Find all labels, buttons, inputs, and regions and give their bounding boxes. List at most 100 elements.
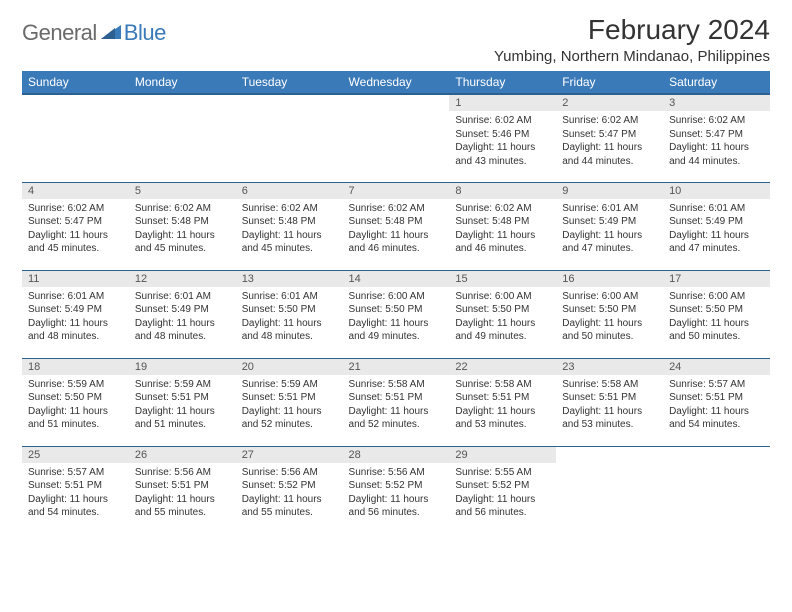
day-number: 25 bbox=[22, 447, 129, 463]
day-details: Sunrise: 6:02 AMSunset: 5:47 PMDaylight:… bbox=[22, 199, 129, 260]
calendar-empty-cell bbox=[556, 446, 663, 534]
column-header: Tuesday bbox=[236, 71, 343, 94]
logo-text-general: General bbox=[22, 20, 97, 46]
calendar-day-cell: 4Sunrise: 6:02 AMSunset: 5:47 PMDaylight… bbox=[22, 182, 129, 270]
day-number: 10 bbox=[663, 183, 770, 199]
column-header: Sunday bbox=[22, 71, 129, 94]
day-number: 20 bbox=[236, 359, 343, 375]
day-number: 17 bbox=[663, 271, 770, 287]
day-details: Sunrise: 6:01 AMSunset: 5:49 PMDaylight:… bbox=[663, 199, 770, 260]
day-number: 2 bbox=[556, 95, 663, 111]
day-details: Sunrise: 6:00 AMSunset: 5:50 PMDaylight:… bbox=[343, 287, 450, 348]
calendar-day-cell: 25Sunrise: 5:57 AMSunset: 5:51 PMDayligh… bbox=[22, 446, 129, 534]
calendar-day-cell: 28Sunrise: 5:56 AMSunset: 5:52 PMDayligh… bbox=[343, 446, 450, 534]
calendar-day-cell: 10Sunrise: 6:01 AMSunset: 5:49 PMDayligh… bbox=[663, 182, 770, 270]
day-details: Sunrise: 5:59 AMSunset: 5:51 PMDaylight:… bbox=[236, 375, 343, 436]
day-details: Sunrise: 5:58 AMSunset: 5:51 PMDaylight:… bbox=[449, 375, 556, 436]
calendar-day-cell: 17Sunrise: 6:00 AMSunset: 5:50 PMDayligh… bbox=[663, 270, 770, 358]
calendar-row: 18Sunrise: 5:59 AMSunset: 5:50 PMDayligh… bbox=[22, 358, 770, 446]
column-header: Thursday bbox=[449, 71, 556, 94]
calendar-day-cell: 26Sunrise: 5:56 AMSunset: 5:51 PMDayligh… bbox=[129, 446, 236, 534]
calendar-day-cell: 13Sunrise: 6:01 AMSunset: 5:50 PMDayligh… bbox=[236, 270, 343, 358]
day-number: 19 bbox=[129, 359, 236, 375]
day-number: 6 bbox=[236, 183, 343, 199]
calendar-row: 4Sunrise: 6:02 AMSunset: 5:47 PMDaylight… bbox=[22, 182, 770, 270]
day-details: Sunrise: 6:00 AMSunset: 5:50 PMDaylight:… bbox=[449, 287, 556, 348]
day-details: Sunrise: 6:01 AMSunset: 5:49 PMDaylight:… bbox=[129, 287, 236, 348]
day-number: 27 bbox=[236, 447, 343, 463]
calendar-day-cell: 22Sunrise: 5:58 AMSunset: 5:51 PMDayligh… bbox=[449, 358, 556, 446]
column-header: Wednesday bbox=[343, 71, 450, 94]
month-title: February 2024 bbox=[494, 14, 770, 46]
day-details: Sunrise: 6:02 AMSunset: 5:47 PMDaylight:… bbox=[556, 111, 663, 172]
calendar-row: 11Sunrise: 6:01 AMSunset: 5:49 PMDayligh… bbox=[22, 270, 770, 358]
calendar-day-cell: 8Sunrise: 6:02 AMSunset: 5:48 PMDaylight… bbox=[449, 182, 556, 270]
day-details: Sunrise: 5:59 AMSunset: 5:50 PMDaylight:… bbox=[22, 375, 129, 436]
day-details: Sunrise: 6:01 AMSunset: 5:49 PMDaylight:… bbox=[556, 199, 663, 260]
day-number: 28 bbox=[343, 447, 450, 463]
logo-text-blue: Blue bbox=[124, 20, 166, 46]
day-details: Sunrise: 6:02 AMSunset: 5:46 PMDaylight:… bbox=[449, 111, 556, 172]
calendar-day-cell: 12Sunrise: 6:01 AMSunset: 5:49 PMDayligh… bbox=[129, 270, 236, 358]
day-number: 3 bbox=[663, 95, 770, 111]
calendar-day-cell: 23Sunrise: 5:58 AMSunset: 5:51 PMDayligh… bbox=[556, 358, 663, 446]
calendar-day-cell: 1Sunrise: 6:02 AMSunset: 5:46 PMDaylight… bbox=[449, 94, 556, 182]
day-number: 14 bbox=[343, 271, 450, 287]
day-details: Sunrise: 6:02 AMSunset: 5:48 PMDaylight:… bbox=[129, 199, 236, 260]
day-number: 21 bbox=[343, 359, 450, 375]
calendar-day-cell: 3Sunrise: 6:02 AMSunset: 5:47 PMDaylight… bbox=[663, 94, 770, 182]
day-details: Sunrise: 5:55 AMSunset: 5:52 PMDaylight:… bbox=[449, 463, 556, 524]
day-details: Sunrise: 5:57 AMSunset: 5:51 PMDaylight:… bbox=[22, 463, 129, 524]
calendar-day-cell: 14Sunrise: 6:00 AMSunset: 5:50 PMDayligh… bbox=[343, 270, 450, 358]
header: General Blue February 2024 Yumbing, Nort… bbox=[22, 14, 770, 65]
day-details: Sunrise: 5:56 AMSunset: 5:52 PMDaylight:… bbox=[236, 463, 343, 524]
calendar-day-cell: 7Sunrise: 6:02 AMSunset: 5:48 PMDaylight… bbox=[343, 182, 450, 270]
day-number: 4 bbox=[22, 183, 129, 199]
day-details: Sunrise: 5:59 AMSunset: 5:51 PMDaylight:… bbox=[129, 375, 236, 436]
day-number: 29 bbox=[449, 447, 556, 463]
day-number: 22 bbox=[449, 359, 556, 375]
day-details: Sunrise: 5:56 AMSunset: 5:51 PMDaylight:… bbox=[129, 463, 236, 524]
calendar-day-cell: 24Sunrise: 5:57 AMSunset: 5:51 PMDayligh… bbox=[663, 358, 770, 446]
day-details: Sunrise: 5:58 AMSunset: 5:51 PMDaylight:… bbox=[556, 375, 663, 436]
day-number: 8 bbox=[449, 183, 556, 199]
day-details: Sunrise: 6:02 AMSunset: 5:47 PMDaylight:… bbox=[663, 111, 770, 172]
calendar-header-row: SundayMondayTuesdayWednesdayThursdayFrid… bbox=[22, 71, 770, 94]
calendar-row: 25Sunrise: 5:57 AMSunset: 5:51 PMDayligh… bbox=[22, 446, 770, 534]
day-details: Sunrise: 6:02 AMSunset: 5:48 PMDaylight:… bbox=[449, 199, 556, 260]
day-number: 1 bbox=[449, 95, 556, 111]
calendar-day-cell: 21Sunrise: 5:58 AMSunset: 5:51 PMDayligh… bbox=[343, 358, 450, 446]
calendar-day-cell: 18Sunrise: 5:59 AMSunset: 5:50 PMDayligh… bbox=[22, 358, 129, 446]
calendar-day-cell: 9Sunrise: 6:01 AMSunset: 5:49 PMDaylight… bbox=[556, 182, 663, 270]
calendar-table: SundayMondayTuesdayWednesdayThursdayFrid… bbox=[22, 71, 770, 534]
day-number: 12 bbox=[129, 271, 236, 287]
day-number: 16 bbox=[556, 271, 663, 287]
day-number: 7 bbox=[343, 183, 450, 199]
calendar-empty-cell bbox=[236, 94, 343, 182]
day-number: 26 bbox=[129, 447, 236, 463]
column-header: Monday bbox=[129, 71, 236, 94]
calendar-day-cell: 20Sunrise: 5:59 AMSunset: 5:51 PMDayligh… bbox=[236, 358, 343, 446]
day-number: 9 bbox=[556, 183, 663, 199]
calendar-empty-cell bbox=[663, 446, 770, 534]
calendar-body: 1Sunrise: 6:02 AMSunset: 5:46 PMDaylight… bbox=[22, 94, 770, 534]
calendar-day-cell: 6Sunrise: 6:02 AMSunset: 5:48 PMDaylight… bbox=[236, 182, 343, 270]
day-details: Sunrise: 6:01 AMSunset: 5:50 PMDaylight:… bbox=[236, 287, 343, 348]
calendar-row: 1Sunrise: 6:02 AMSunset: 5:46 PMDaylight… bbox=[22, 94, 770, 182]
day-details: Sunrise: 6:01 AMSunset: 5:49 PMDaylight:… bbox=[22, 287, 129, 348]
calendar-empty-cell bbox=[343, 94, 450, 182]
location-text: Yumbing, Northern Mindanao, Philippines bbox=[494, 48, 770, 65]
calendar-day-cell: 11Sunrise: 6:01 AMSunset: 5:49 PMDayligh… bbox=[22, 270, 129, 358]
calendar-day-cell: 2Sunrise: 6:02 AMSunset: 5:47 PMDaylight… bbox=[556, 94, 663, 182]
calendar-day-cell: 5Sunrise: 6:02 AMSunset: 5:48 PMDaylight… bbox=[129, 182, 236, 270]
calendar-empty-cell bbox=[22, 94, 129, 182]
day-details: Sunrise: 6:02 AMSunset: 5:48 PMDaylight:… bbox=[236, 199, 343, 260]
calendar-day-cell: 19Sunrise: 5:59 AMSunset: 5:51 PMDayligh… bbox=[129, 358, 236, 446]
day-details: Sunrise: 6:00 AMSunset: 5:50 PMDaylight:… bbox=[663, 287, 770, 348]
day-number: 24 bbox=[663, 359, 770, 375]
calendar-empty-cell bbox=[129, 94, 236, 182]
column-header: Saturday bbox=[663, 71, 770, 94]
logo-triangle-icon bbox=[101, 23, 121, 44]
day-details: Sunrise: 6:02 AMSunset: 5:48 PMDaylight:… bbox=[343, 199, 450, 260]
day-details: Sunrise: 5:57 AMSunset: 5:51 PMDaylight:… bbox=[663, 375, 770, 436]
